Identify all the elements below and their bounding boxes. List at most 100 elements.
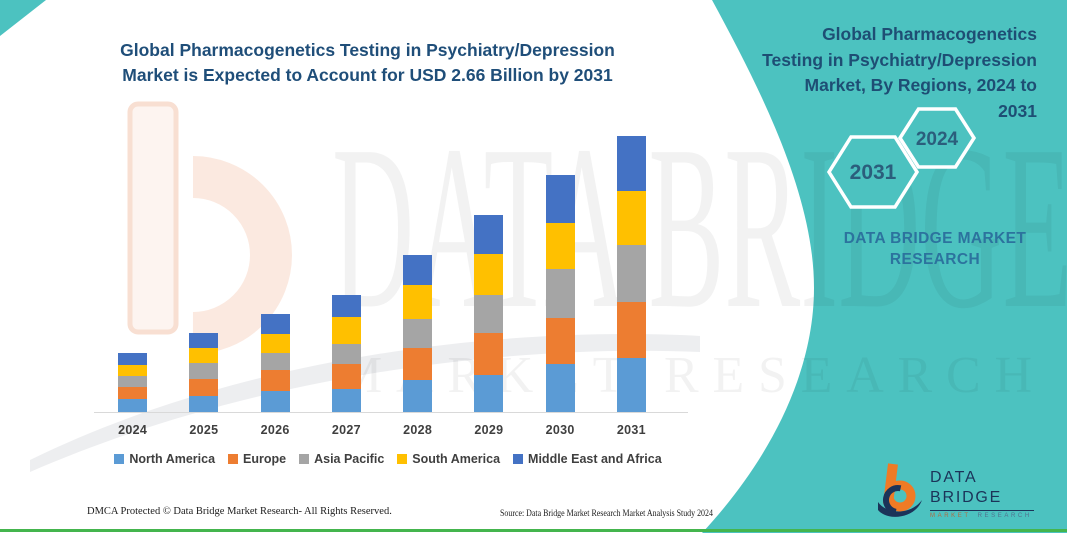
bar-column-2028 [382, 122, 453, 412]
segment-middle-east-and-africa [474, 214, 504, 255]
x-tick-2026: 2026 [260, 423, 290, 437]
legend-label: North America [129, 452, 216, 466]
legend-swatch [397, 454, 408, 464]
bar-column-2025 [168, 122, 239, 412]
segment-middle-east-and-africa [260, 314, 290, 335]
stacked-bar-2026 [260, 314, 290, 412]
chart-title-line2: Market is Expected to Account for USD 2.… [122, 65, 613, 85]
segment-south-america [189, 347, 219, 364]
x-tick-2024: 2024 [118, 423, 148, 437]
data-bridge-logo: DATA BRIDGE MARKET RESEARCH [876, 456, 1046, 519]
segment-middle-east-and-africa [403, 255, 433, 286]
segment-south-america [474, 254, 504, 295]
bottom-accent-line [0, 529, 1067, 532]
segment-europe [403, 347, 433, 380]
logo-subtitle: MARKET RESEARCH [930, 513, 1046, 519]
stacked-bar-2027 [331, 294, 361, 412]
legend-item-asia-pacific: Asia Pacific [299, 452, 384, 466]
segment-middle-east-and-africa [118, 352, 148, 366]
segment-south-america [118, 365, 148, 376]
segment-asia-pacific [545, 268, 575, 318]
legend-swatch [299, 454, 310, 464]
legend-label: Middle East and Africa [528, 452, 662, 466]
stacked-bar-2029 [474, 214, 504, 412]
panel-title-line4: 2031 [998, 100, 1037, 121]
segment-middle-east-and-africa [331, 294, 361, 317]
watermark-sub-text: MARKET RESEARCH [336, 347, 1046, 404]
segment-south-america [331, 316, 361, 344]
segment-asia-pacific [474, 294, 504, 334]
chart-title-line1: Global Pharmacogenetics Testing in Psych… [120, 40, 615, 60]
logo-b-watermark [94, 101, 292, 354]
hexagon-2024-label: 2024 [916, 129, 959, 150]
bar-column-2027 [311, 122, 382, 412]
bar-column-2026 [240, 122, 311, 412]
x-tick-2028: 2028 [403, 423, 433, 437]
bar-column-2029 [453, 122, 524, 412]
bar-column-2030 [525, 122, 596, 412]
x-tick-2031: 2031 [616, 423, 646, 437]
year-hexagons: 2031 2024 [826, 107, 977, 209]
segment-asia-pacific [403, 318, 433, 348]
segment-asia-pacific [118, 375, 148, 388]
x-tick-2025: 2025 [189, 423, 219, 437]
segment-middle-east-and-africa [189, 333, 219, 348]
segment-europe [189, 378, 219, 397]
segment-europe [616, 301, 646, 358]
logo-title: DATA BRIDGE [930, 469, 1003, 506]
logo-text-column: DATA BRIDGE MARKET RESEARCH [930, 456, 1046, 519]
panel-brand-line1: DATA BRIDGE MARKET [843, 230, 1027, 247]
stacked-bar-2024 [118, 352, 148, 412]
legend: North America Europe Asia Pacific South Ame… [88, 452, 688, 466]
logo-divider [930, 510, 1034, 511]
hexagon-2031 [826, 135, 920, 209]
panel-title: Global Pharmacogenetics Testing in Psych… [707, 22, 1037, 124]
legend-swatch [114, 454, 125, 464]
footer-source: Source: Data Bridge Market Research Mark… [500, 508, 713, 518]
legend-label: Asia Pacific [314, 452, 385, 466]
segment-north-america [260, 391, 290, 412]
x-axis-ticks: 2024 2025 2026 2027 2028 2029 2030 2031 [97, 423, 667, 437]
segment-north-america [403, 379, 433, 412]
segment-north-america [474, 374, 504, 412]
segment-north-america [331, 389, 361, 412]
hexagon-2031-label: 2031 [850, 161, 897, 184]
x-tick-2030: 2030 [545, 423, 575, 437]
x-axis-line [94, 412, 688, 413]
stacked-bar-2030 [545, 175, 575, 412]
segment-middle-east-and-africa [616, 135, 646, 191]
hexagon-2024 [897, 107, 977, 169]
data-bridge-logo-icon [878, 463, 922, 517]
legend-swatch [513, 454, 524, 464]
panel-title-line1: Global Pharmacogenetics [822, 24, 1037, 44]
legend-label: Europe [243, 452, 287, 466]
legend-item-north-america: North America [114, 452, 215, 466]
segment-asia-pacific [331, 343, 361, 365]
bar-column-2031 [596, 122, 667, 412]
legend-label: South America [412, 452, 501, 466]
segment-north-america [189, 396, 219, 412]
panel-brand-text: DATA BRIDGE MARKET RESEARCH [815, 228, 1055, 270]
segment-europe [260, 370, 290, 392]
segment-south-america [545, 223, 575, 269]
footer-copyright: DMCA Protected © Data Bridge Market Rese… [87, 506, 392, 517]
plot-area [97, 122, 667, 412]
segment-asia-pacific [260, 352, 290, 371]
segment-south-america [260, 334, 290, 353]
panel-title-line3: Market, By Regions, 2024 to [804, 75, 1037, 95]
legend-item-middle-east-and-africa: Middle East and Africa [513, 452, 662, 466]
corner-triangle [0, 0, 46, 36]
legend-item-europe: Europe [228, 452, 286, 466]
segment-europe [118, 387, 148, 399]
panel-brand-line2: RESEARCH [889, 251, 981, 268]
logo-subtitle-research: RESEARCH [977, 513, 1032, 519]
segment-north-america [545, 364, 575, 412]
segment-north-america [118, 398, 148, 412]
segment-south-america [403, 285, 433, 319]
teal-panel [702, 0, 1067, 533]
legend-item-south-america: South America [397, 452, 500, 466]
stacked-bar-2028 [403, 255, 433, 412]
segment-europe [474, 333, 504, 375]
segment-europe [545, 317, 575, 365]
